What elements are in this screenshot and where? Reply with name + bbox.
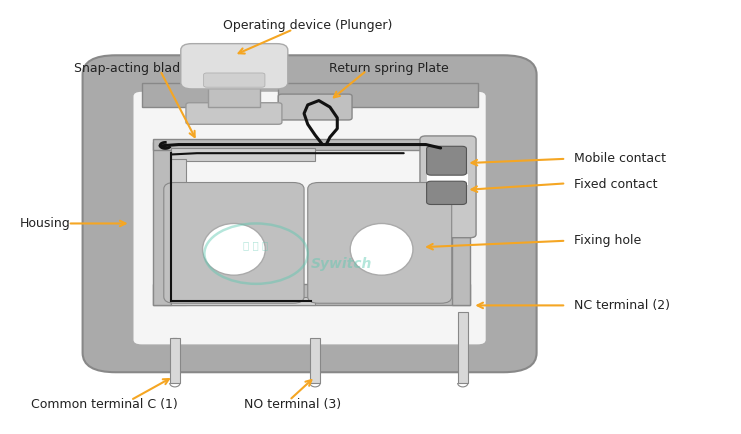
FancyBboxPatch shape [82,55,536,372]
Text: Fixing hole: Fixing hole [574,234,641,247]
FancyBboxPatch shape [427,181,467,204]
FancyBboxPatch shape [181,44,288,89]
Bar [171,159,186,306]
Text: Return spring Plate: Return spring Plate [329,62,449,75]
FancyBboxPatch shape [427,146,467,175]
Text: Mobile contact: Mobile contact [574,152,665,165]
Bar [171,148,315,161]
Ellipse shape [350,224,413,275]
FancyBboxPatch shape [420,136,476,238]
Bar [428,174,468,184]
Text: NC terminal (2): NC terminal (2) [574,299,670,312]
FancyBboxPatch shape [204,73,265,87]
FancyBboxPatch shape [186,103,282,124]
Bar [153,284,470,306]
Ellipse shape [202,224,265,275]
Text: 宁 威 驰: 宁 威 驰 [244,240,269,250]
Text: Housing: Housing [20,217,70,230]
Bar [310,338,320,383]
Bar [142,83,212,107]
Bar [153,141,171,306]
Text: Common terminal C (1): Common terminal C (1) [31,398,178,411]
Bar [153,139,470,150]
Bar [170,338,180,383]
Text: Operating device (Plunger): Operating device (Plunger) [223,19,393,32]
Text: Snap-acting blade: Snap-acting blade [73,62,187,75]
Text: NO terminal (3): NO terminal (3) [245,398,342,411]
Bar [458,312,468,383]
Text: Sywitch: Sywitch [310,257,372,271]
Bar [208,79,260,107]
Bar [171,297,315,306]
Bar [278,83,477,107]
FancyBboxPatch shape [164,183,304,303]
FancyBboxPatch shape [133,91,486,345]
Bar [452,139,470,306]
FancyBboxPatch shape [278,94,352,120]
FancyBboxPatch shape [308,183,452,303]
Text: Fixed contact: Fixed contact [574,178,657,191]
